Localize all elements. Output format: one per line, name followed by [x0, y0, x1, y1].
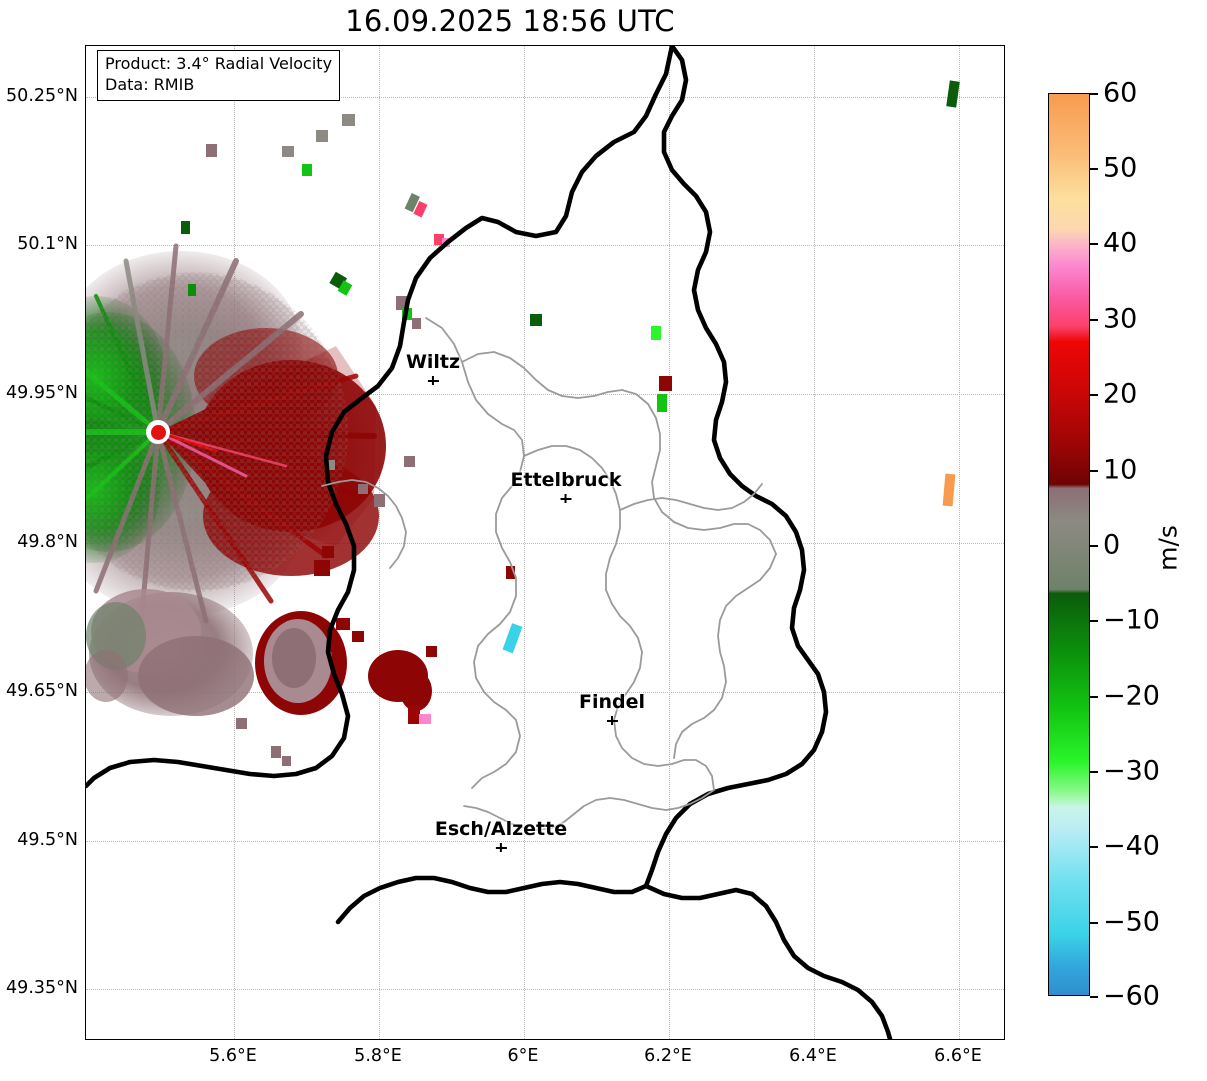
city-marker-cross [435, 840, 567, 854]
colorbar-tick [1090, 771, 1098, 773]
colorbar-tick [1090, 394, 1098, 396]
colorbar-label: −40 [1103, 830, 1160, 862]
colorbar-label: −10 [1103, 604, 1160, 636]
radar-dipole-pattern [86, 243, 386, 629]
y-tick-label: 50.1°N [17, 234, 78, 254]
x-tick-label: 6°E [507, 1046, 539, 1066]
gridline-horizontal [86, 841, 1004, 842]
gridline-vertical [959, 46, 960, 1039]
cell-central-south [255, 611, 364, 715]
colorbar-label: 50 [1103, 152, 1138, 184]
district-border-path [321, 317, 777, 831]
colorbar-tick [1090, 922, 1098, 924]
gridline-horizontal [86, 97, 1004, 98]
colorbar-tick [1090, 996, 1098, 998]
colorbar-gradient [1049, 94, 1089, 995]
colorbar-tick [1090, 470, 1098, 472]
gridline-vertical [379, 46, 380, 1039]
gridline-horizontal [86, 394, 1004, 395]
city-marker-cross [579, 713, 645, 727]
y-tick-label: 49.35°N [6, 978, 78, 998]
gridline-horizontal [86, 245, 1004, 246]
colorbar-label: 40 [1103, 227, 1138, 259]
city-name: Wiltz [405, 351, 461, 373]
x-tick-label: 6.6°E [934, 1046, 982, 1066]
colorbar-tick [1090, 168, 1098, 170]
y-tick-label: 49.5°N [17, 830, 78, 850]
radar-reflectivity-layer [86, 80, 960, 766]
y-tick-label: 49.95°N [6, 383, 78, 403]
colorbar-label: 20 [1103, 378, 1138, 410]
gridline-vertical [524, 46, 525, 1039]
gridline-vertical [669, 46, 670, 1039]
y-tick-label: 49.8°N [17, 532, 78, 552]
map-clip-region: Wiltz Ettelbruck Findel Esch/Alzette [86, 46, 1004, 1039]
city-label-wiltz: Wiltz [406, 351, 460, 387]
city-label-findel: Findel [579, 691, 645, 727]
colorbar-tick [1090, 846, 1098, 848]
colorbar-tick [1090, 319, 1098, 321]
city-name: Esch/Alzette [434, 818, 568, 840]
colorbar-label: −20 [1103, 680, 1160, 712]
colorbar-label: −50 [1103, 906, 1160, 938]
radar-site-dot [150, 424, 166, 440]
radar-map-plot[interactable]: Wiltz Ettelbruck Findel Esch/Alzette [85, 45, 1005, 1040]
colorbar-tick [1090, 620, 1098, 622]
gridline-horizontal [86, 692, 1004, 693]
colorbar-label: 30 [1103, 303, 1138, 335]
colorbar-label: −60 [1103, 980, 1160, 1012]
city-name: Findel [578, 691, 646, 713]
velocity-colorbar[interactable] [1048, 93, 1090, 996]
x-tick-label: 5.8°E [354, 1046, 402, 1066]
x-tick-label: 6.2°E [644, 1046, 692, 1066]
data-source-line: Data: RMIB [105, 74, 195, 94]
product-info-box: Product: 3.4° Radial Velocity Data: RMIB [97, 50, 341, 101]
colorbar-unit-label: m/s [1153, 525, 1183, 571]
administrative-borders-layer [86, 46, 893, 1039]
city-marker-cross [406, 373, 460, 387]
national-border-path [86, 46, 893, 1039]
y-tick-label: 49.65°N [6, 681, 78, 701]
colorbar-tick [1090, 243, 1098, 245]
gridline-vertical [814, 46, 815, 1039]
colorbar-tick [1090, 545, 1098, 547]
colorbar-label: −30 [1103, 755, 1160, 787]
colorbar-label: 10 [1103, 454, 1138, 486]
city-label-ettelbruck: Ettelbruck [510, 469, 622, 505]
isolated-echoes [181, 80, 960, 766]
page-title: 16.09.2025 18:56 UTC [345, 4, 675, 38]
gridline-horizontal [86, 989, 1004, 990]
product-line: Product: 3.4° Radial Velocity [105, 54, 333, 73]
colorbar-label: 60 [1103, 77, 1138, 109]
cell-border-west [368, 646, 437, 724]
city-marker-cross [511, 491, 622, 505]
colorbar-tick [1090, 696, 1098, 698]
colorbar-label: 0 [1103, 529, 1121, 561]
cell-southwest [86, 589, 254, 716]
x-tick-label: 6.4°E [789, 1046, 837, 1066]
x-tick-label: 5.6°E [209, 1046, 257, 1066]
city-label-esch-alzette: Esch/Alzette [435, 818, 567, 854]
colorbar-tick [1090, 93, 1098, 95]
y-tick-label: 50.25°N [6, 86, 78, 106]
gridline-horizontal [86, 543, 1004, 544]
city-name: Ettelbruck [510, 469, 622, 491]
